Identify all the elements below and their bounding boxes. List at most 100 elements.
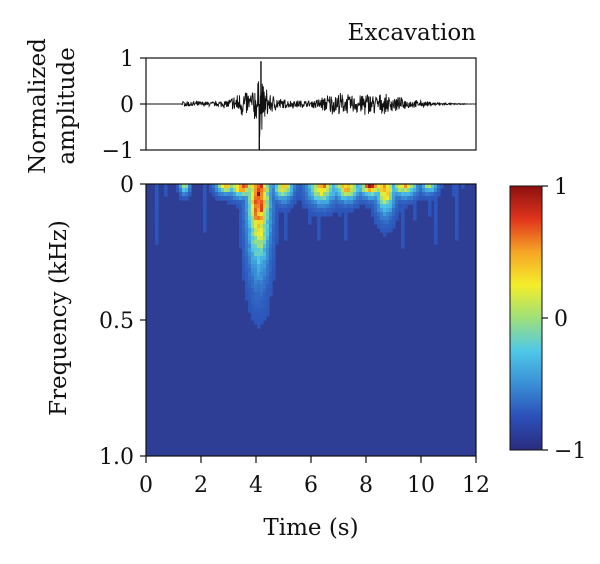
spectrogram-cell: [452, 184, 456, 189]
spectrogram-cell: [383, 232, 387, 237]
spectrogram-cell: [236, 204, 240, 209]
spectrogram-cell: [263, 316, 267, 321]
spectrogram-cell: [233, 196, 237, 201]
spectrogram-cell: [239, 232, 243, 237]
spectrogram-cell: [254, 320, 258, 325]
spectrogram-cell: [452, 192, 456, 197]
spectrogram-cell: [428, 184, 432, 189]
spectrogram-cell: [257, 272, 261, 277]
spectrogram-cell: [260, 204, 264, 209]
spectrogram-cell: [308, 212, 312, 217]
spectrogram-cell: [266, 208, 270, 213]
spectrogram-cell: [383, 208, 387, 213]
spectrogram-cell: [269, 228, 273, 233]
spectrogram-cell: [227, 196, 231, 201]
spectrogram-cell: [305, 204, 309, 209]
spectrogram-cell: [272, 248, 276, 253]
spectrogram-cell: [371, 200, 375, 205]
spectrogram-cell: [395, 216, 399, 221]
spectrogram-cell: [257, 204, 261, 209]
spectrogram-cell: [227, 192, 231, 197]
spectrogram-cell: [455, 200, 459, 205]
spectrogram-cell: [275, 240, 279, 245]
spectrogram-cell: [377, 188, 381, 193]
spectrogram-ytick-label: 0.5: [99, 309, 134, 334]
spectrogram-cell: [242, 208, 246, 213]
spectrogram-cell: [260, 184, 264, 189]
spectrogram-cell: [272, 192, 276, 197]
spectrogram-cell: [365, 196, 369, 201]
spectrogram-cell: [245, 252, 249, 257]
spectrogram-cell: [380, 184, 384, 189]
spectrogram-cell: [263, 192, 267, 197]
spectrogram-cell: [263, 272, 267, 277]
spectrogram-cell: [392, 216, 396, 221]
spectrogram-cell: [266, 268, 270, 273]
spectrogram-cell: [434, 224, 438, 229]
spectrogram-cell: [386, 196, 390, 201]
spectrogram-cell: [227, 188, 231, 193]
spectrogram-cell: [251, 244, 255, 249]
spectrogram-cell: [266, 248, 270, 253]
spectrogram-cell: [380, 220, 384, 225]
spectrogram-cell: [284, 216, 288, 221]
spectrogram-cell: [332, 204, 336, 209]
spectrogram-cell: [278, 192, 282, 197]
spectrogram-cell: [266, 304, 270, 309]
spectrogram-cell: [218, 184, 222, 189]
spectrogram-cell: [347, 188, 351, 193]
spectrogram-cell: [248, 268, 252, 273]
spectrogram-cell: [317, 220, 321, 225]
spectrogram-cell: [335, 184, 339, 189]
spectrogram-cell: [275, 192, 279, 197]
spectrogram-cell: [398, 192, 402, 197]
spectrogram-cell: [401, 188, 405, 193]
spectrogram-cell: [347, 192, 351, 197]
spectrogram-cell: [371, 196, 375, 201]
spectrogram-cell: [212, 192, 216, 197]
spectrogram-cell: [248, 248, 252, 253]
spectrogram-cell: [179, 188, 183, 193]
spectrogram-cell: [257, 212, 261, 217]
spectrogram-cell: [287, 192, 291, 197]
spectrogram-cell: [389, 192, 393, 197]
spectrogram-cell: [245, 292, 249, 297]
spectrogram-cell: [263, 248, 267, 253]
spectrogram-cell: [383, 196, 387, 201]
spectrogram-cell: [323, 196, 327, 201]
spectrogram-cell: [425, 184, 429, 189]
spectrogram-cell: [398, 200, 402, 205]
spectrogram-cell: [410, 196, 414, 201]
spectrogram-cell: [257, 280, 261, 285]
spectrogram-cell: [230, 200, 234, 205]
spectrogram-cell: [398, 204, 402, 209]
spectrogram-cell: [326, 188, 330, 193]
spectrogram-cell: [269, 292, 273, 297]
spectrogram-cell: [329, 204, 333, 209]
spectrogram-cell: [155, 188, 159, 193]
spectrogram-cell: [251, 284, 255, 289]
spectrogram-cell: [248, 284, 252, 289]
spectrogram-cell: [317, 212, 321, 217]
spectrogram-cell: [245, 216, 249, 221]
spectrogram-cell: [455, 212, 459, 217]
waveform-ylabel: Normalized amplitude: [25, 38, 80, 174]
spectrogram-cell: [230, 184, 234, 189]
spectrogram-cell: [374, 212, 378, 217]
spectrogram-cell: [287, 188, 291, 193]
spectrogram-cell: [419, 188, 423, 193]
spectrogram-cell: [380, 208, 384, 213]
spectrogram-cell: [335, 204, 339, 209]
spectrogram-cell: [242, 232, 246, 237]
spectrogram-cell: [407, 200, 411, 205]
spectrogram-cell: [254, 280, 258, 285]
spectrogram-ytick-label: 0: [120, 173, 134, 198]
spectrogram-cell: [308, 196, 312, 201]
spectrogram-cell: [326, 200, 330, 205]
spectrogram-cell: [383, 224, 387, 229]
spectrogram-cell: [290, 200, 294, 205]
spectrogram-cell: [353, 200, 357, 205]
spectrogram-cell: [245, 264, 249, 269]
spectrogram-cell: [269, 236, 273, 241]
spectrogram-cell: [245, 256, 249, 261]
